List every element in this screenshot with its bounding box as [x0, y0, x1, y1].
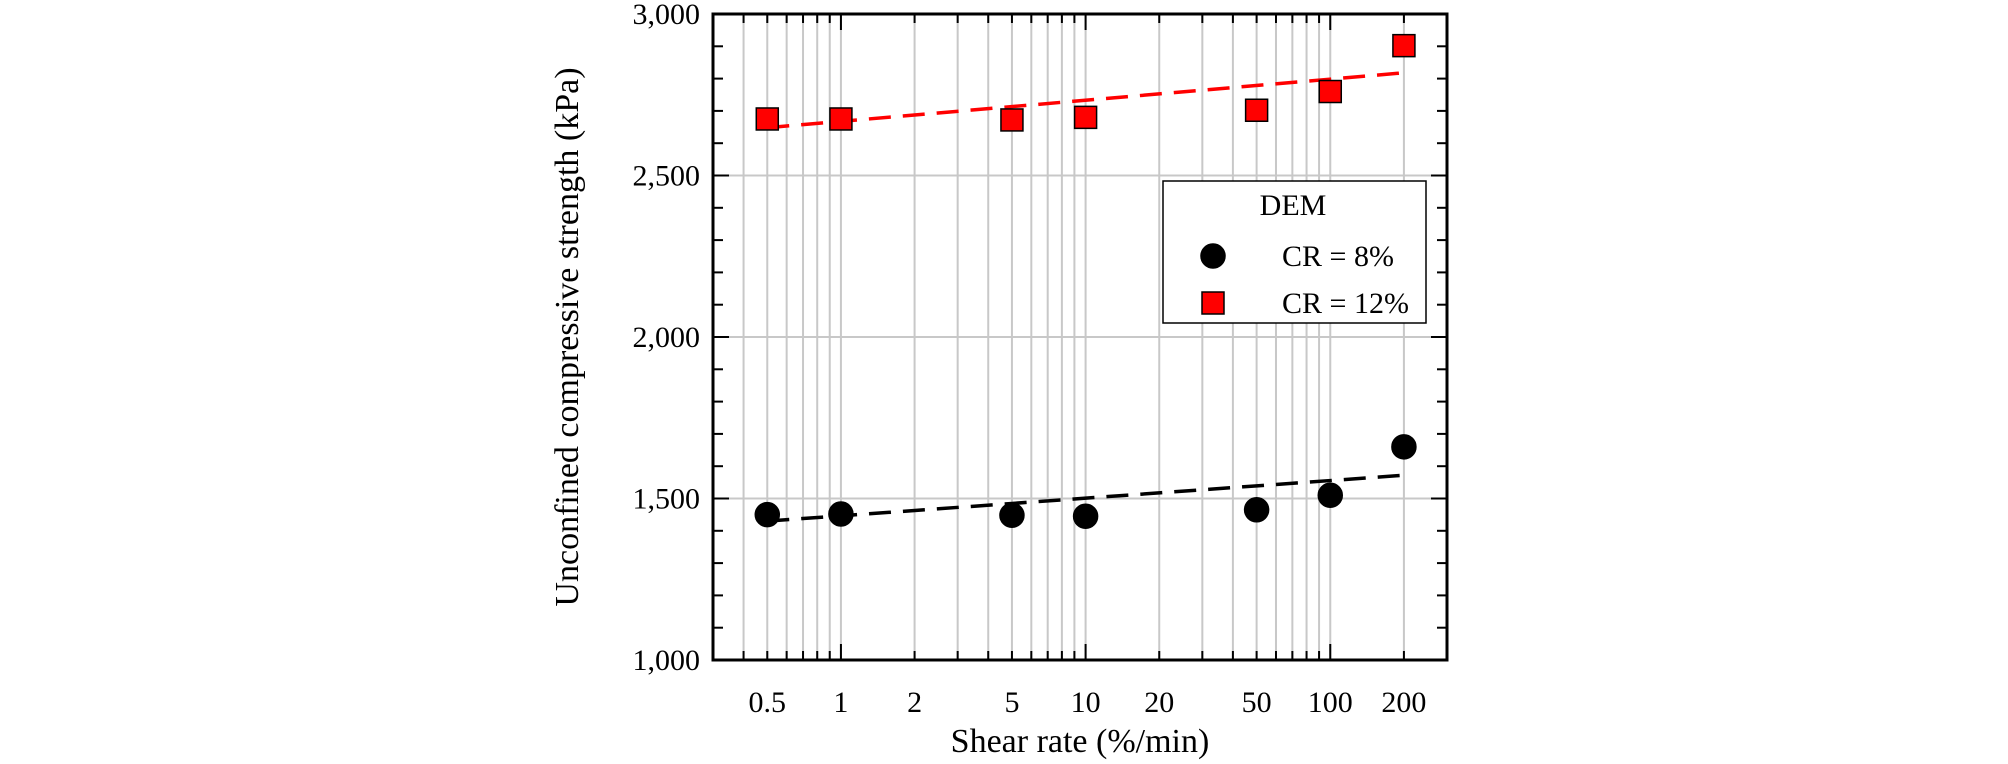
legend: DEM CR = 8% CR = 12% — [1162, 180, 1427, 324]
y-tick-label: 2,000 — [633, 321, 701, 354]
data-point-circle — [999, 502, 1025, 529]
x-tick-label: 50 — [1242, 686, 1272, 719]
y-tick-label: 3,000 — [633, 0, 701, 31]
y-tick-label: 1,500 — [633, 483, 701, 516]
x-tick-label: 10 — [1071, 686, 1101, 719]
x-tick-label: 20 — [1144, 686, 1174, 719]
data-point-circle — [1317, 482, 1344, 509]
y-tick-label: 1,000 — [633, 644, 701, 677]
x-tick-label: 200 — [1381, 686, 1426, 719]
trend-lines — [767, 71, 1405, 523]
legend-marker-square — [1201, 291, 1225, 315]
data-point-square — [1244, 98, 1269, 123]
x-tick-label: 2 — [907, 686, 922, 719]
x-axis-label: Shear rate (%/min) — [951, 723, 1210, 760]
data-point-circle — [1391, 434, 1417, 460]
data-point-square — [755, 107, 780, 131]
x-tick-label: 1 — [833, 686, 848, 719]
y-axis-label: Unconfined compressive strength (kPa) — [549, 67, 586, 606]
axis-ticks — [712, 13, 1448, 661]
legend-entries: CR = 8% CR = 12% — [1200, 240, 1409, 320]
data-point-circle — [1072, 503, 1099, 530]
data-point-square — [829, 107, 853, 131]
data-point-square — [1073, 105, 1098, 130]
legend-label: CR = 8% — [1282, 240, 1394, 273]
legend-title: DEM — [1260, 189, 1327, 222]
trend-line — [767, 473, 1405, 523]
data-point-circle — [828, 501, 854, 527]
data-point-circle — [1243, 497, 1270, 523]
x-tick-label: 100 — [1308, 686, 1353, 719]
data-point-square — [1392, 33, 1416, 58]
data-point-square — [1000, 108, 1024, 132]
x-tick-labels: 0.5 1 2 5 10 20 50 100 200 — [749, 686, 1427, 719]
data-markers — [754, 33, 1417, 530]
trend-line — [767, 71, 1405, 130]
x-tick-label: 0.5 — [749, 686, 787, 719]
data-point-square — [1318, 79, 1343, 104]
legend-label: CR = 12% — [1282, 287, 1409, 320]
data-point-circle — [754, 501, 781, 528]
x-tick-label: 5 — [1004, 686, 1019, 719]
legend-marker-circle — [1200, 243, 1226, 269]
y-tick-label: 2,500 — [633, 160, 701, 193]
y-tick-labels: 1,000 1,500 2,000 2,500 3,000 — [633, 0, 701, 677]
